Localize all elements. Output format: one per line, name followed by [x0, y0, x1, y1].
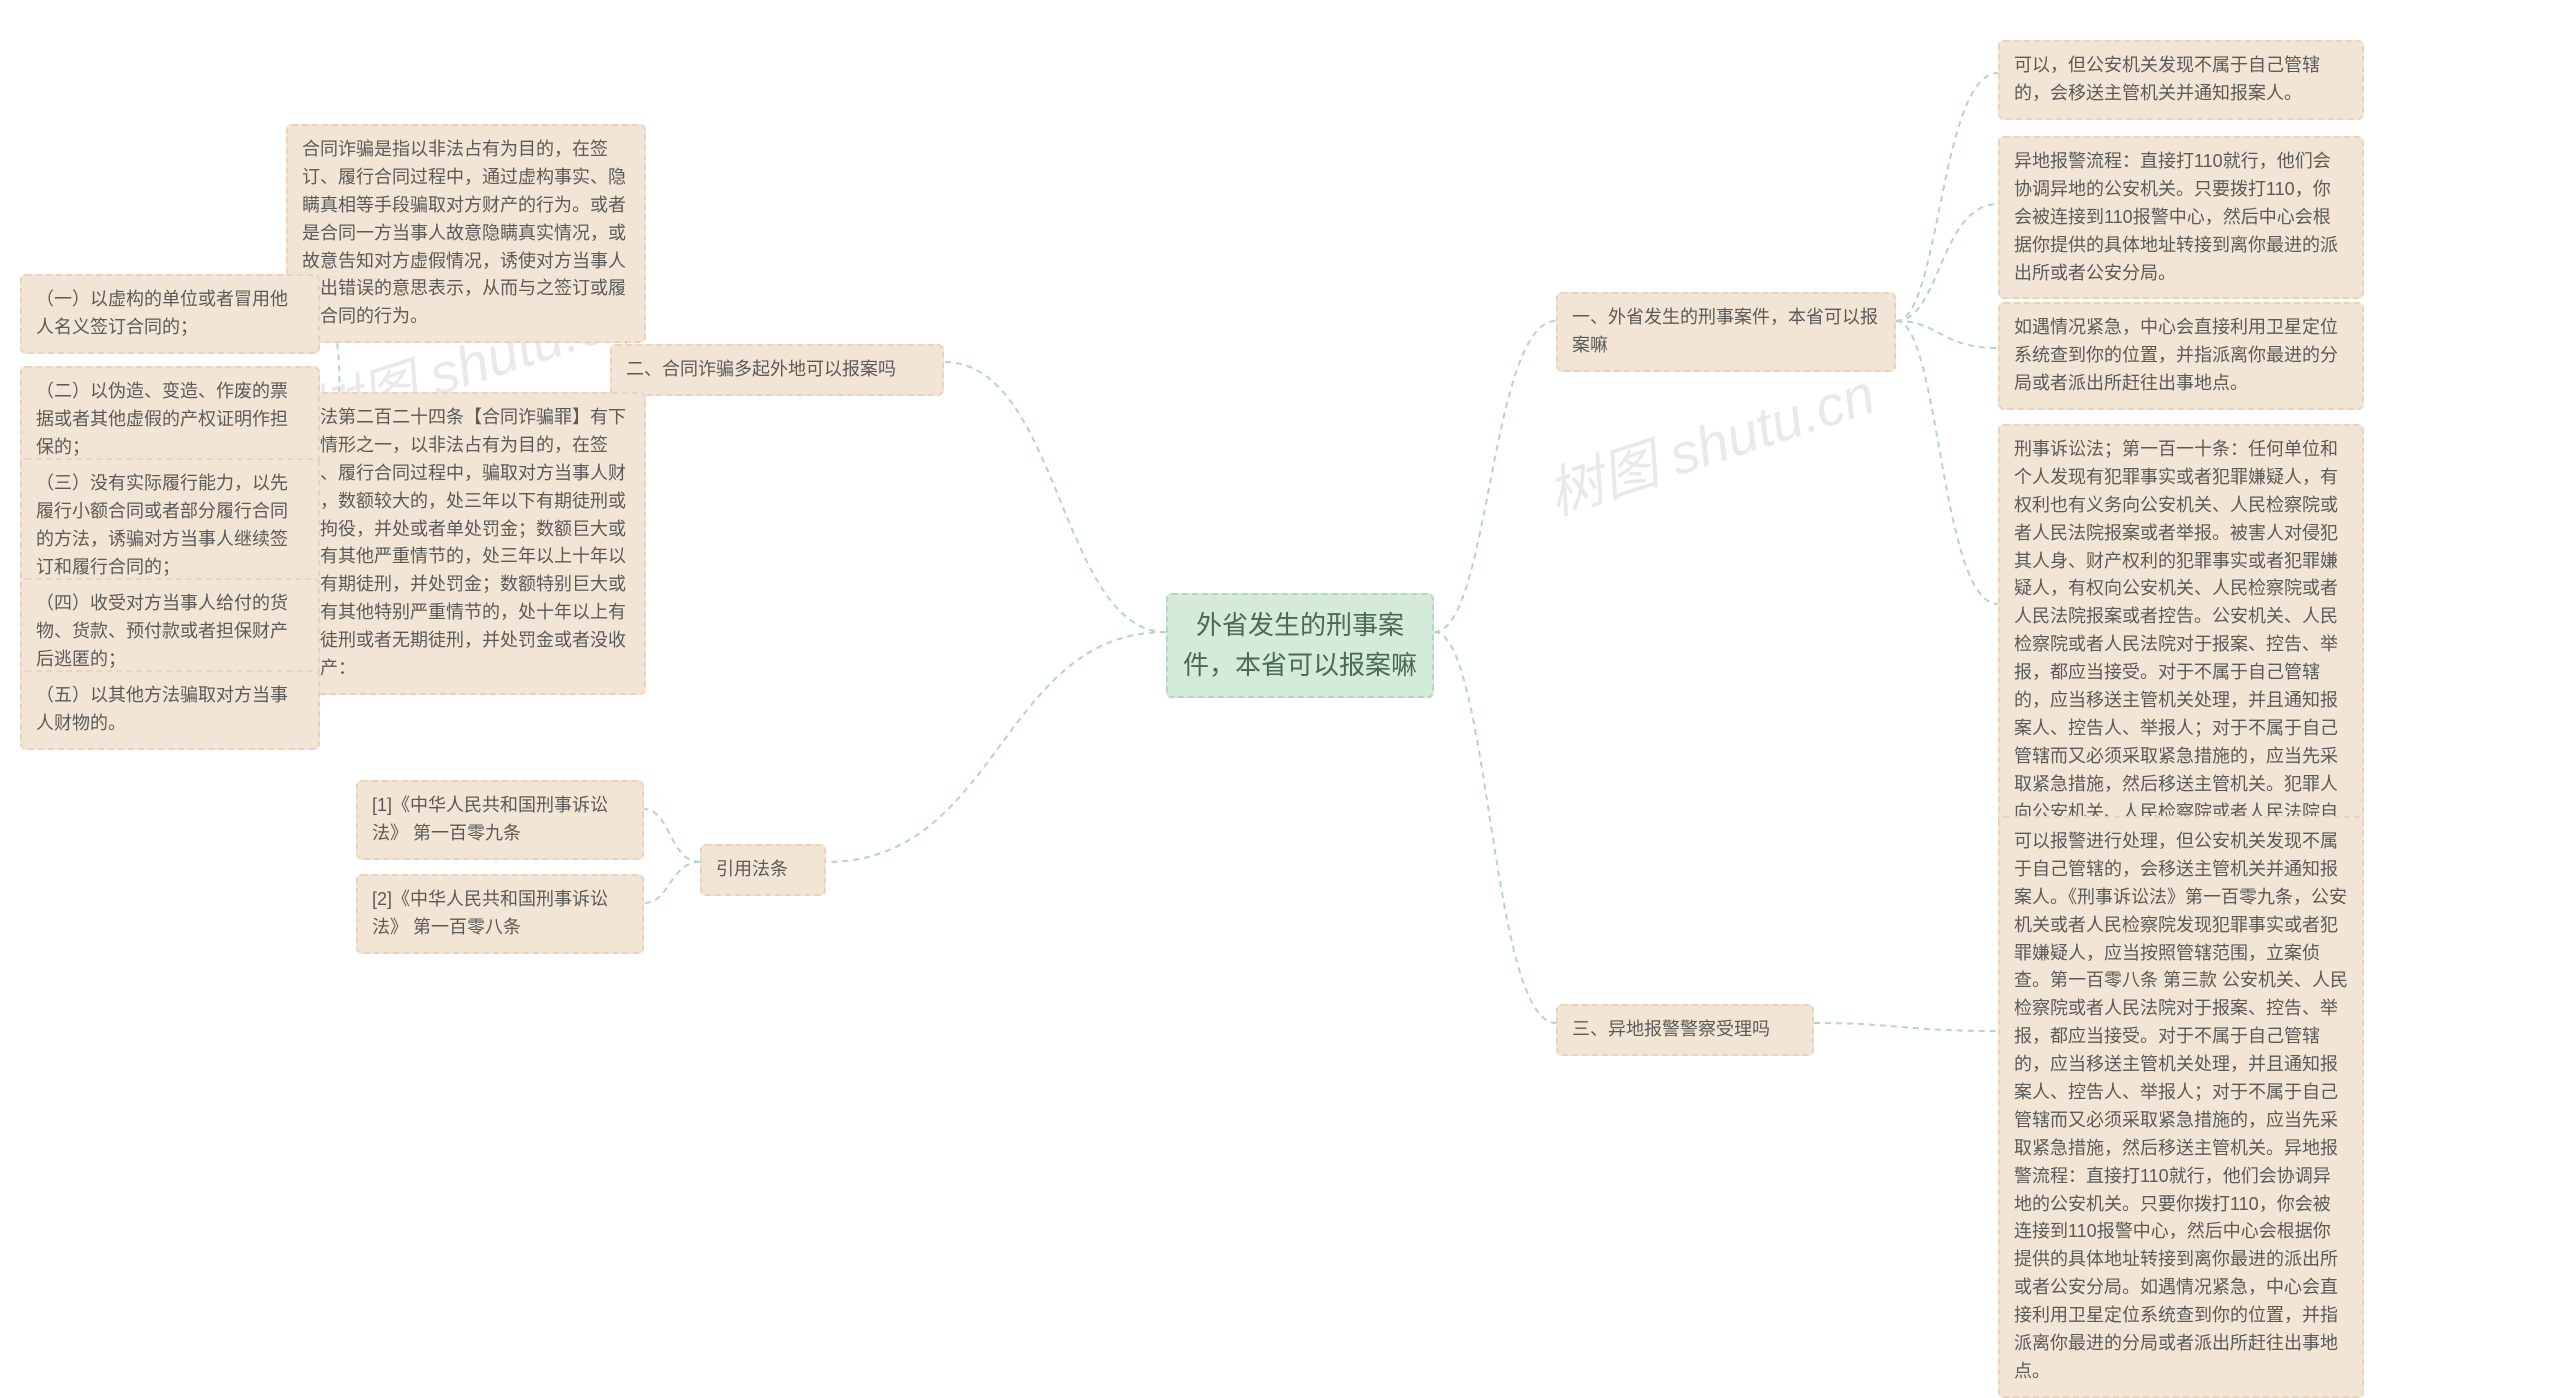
watermark-2: 树图 shutu.cn: [1536, 350, 1884, 532]
leaf-l1b5: （五）以其他方法骗取对方当事人财物的。: [20, 670, 320, 750]
leaf-l1b: 刑法第二百二十四条【合同诈骗罪】有下列情形之一，以非法占有为目的，在签订、履行合…: [286, 392, 646, 695]
leaf-r1c: 如遇情况紧急，中心会直接利用卫星定位系统查到你的位置，并指派离你最进的分局或者派…: [1998, 302, 2364, 410]
leaf-l1b3: （三）没有实际履行能力，以先履行小额合同或者部分履行合同的方法，诱骗对方当事人继…: [20, 458, 320, 594]
leaf-l1b1: （一）以虚构的单位或者冒用他人名义签订合同的；: [20, 274, 320, 354]
branch-r1: 一、外省发生的刑事案件，本省可以报案嘛: [1556, 292, 1896, 372]
leaf-r1d: 刑事诉讼法；第一百一十条：任何单位和个人发现有犯罪事实或者犯罪嫌疑人，有权利也有…: [1998, 424, 2364, 866]
branch-r2: 三、异地报警警察受理吗: [1556, 1004, 1814, 1056]
branch-l1: 二、合同诈骗多起外地可以报案吗: [610, 344, 944, 396]
leaf-l2a: [1]《中华人民共和国刑事诉讼法》 第一百零九条: [356, 780, 644, 860]
leaf-l2b: [2]《中华人民共和国刑事诉讼法》 第一百零八条: [356, 874, 644, 954]
branch-l2: 引用法条: [700, 844, 826, 896]
leaf-r1a: 可以，但公安机关发现不属于自己管辖的，会移送主管机关并通知报案人。: [1998, 40, 2364, 120]
center-node: 外省发生的刑事案件，本省可以报案嘛: [1166, 593, 1434, 698]
leaf-r2a: 可以报警进行处理，但公安机关发现不属于自己管辖的，会移送主管机关并通知报案人。《…: [1998, 816, 2364, 1398]
leaf-r1b: 异地报警流程：直接打110就行，他们会协调异地的公安机关。只要拨打110，你会被…: [1998, 136, 2364, 299]
leaf-l1a: 合同诈骗是指以非法占有为目的，在签订、履行合同过程中，通过虚构事实、隐瞒真相等手…: [286, 124, 646, 343]
